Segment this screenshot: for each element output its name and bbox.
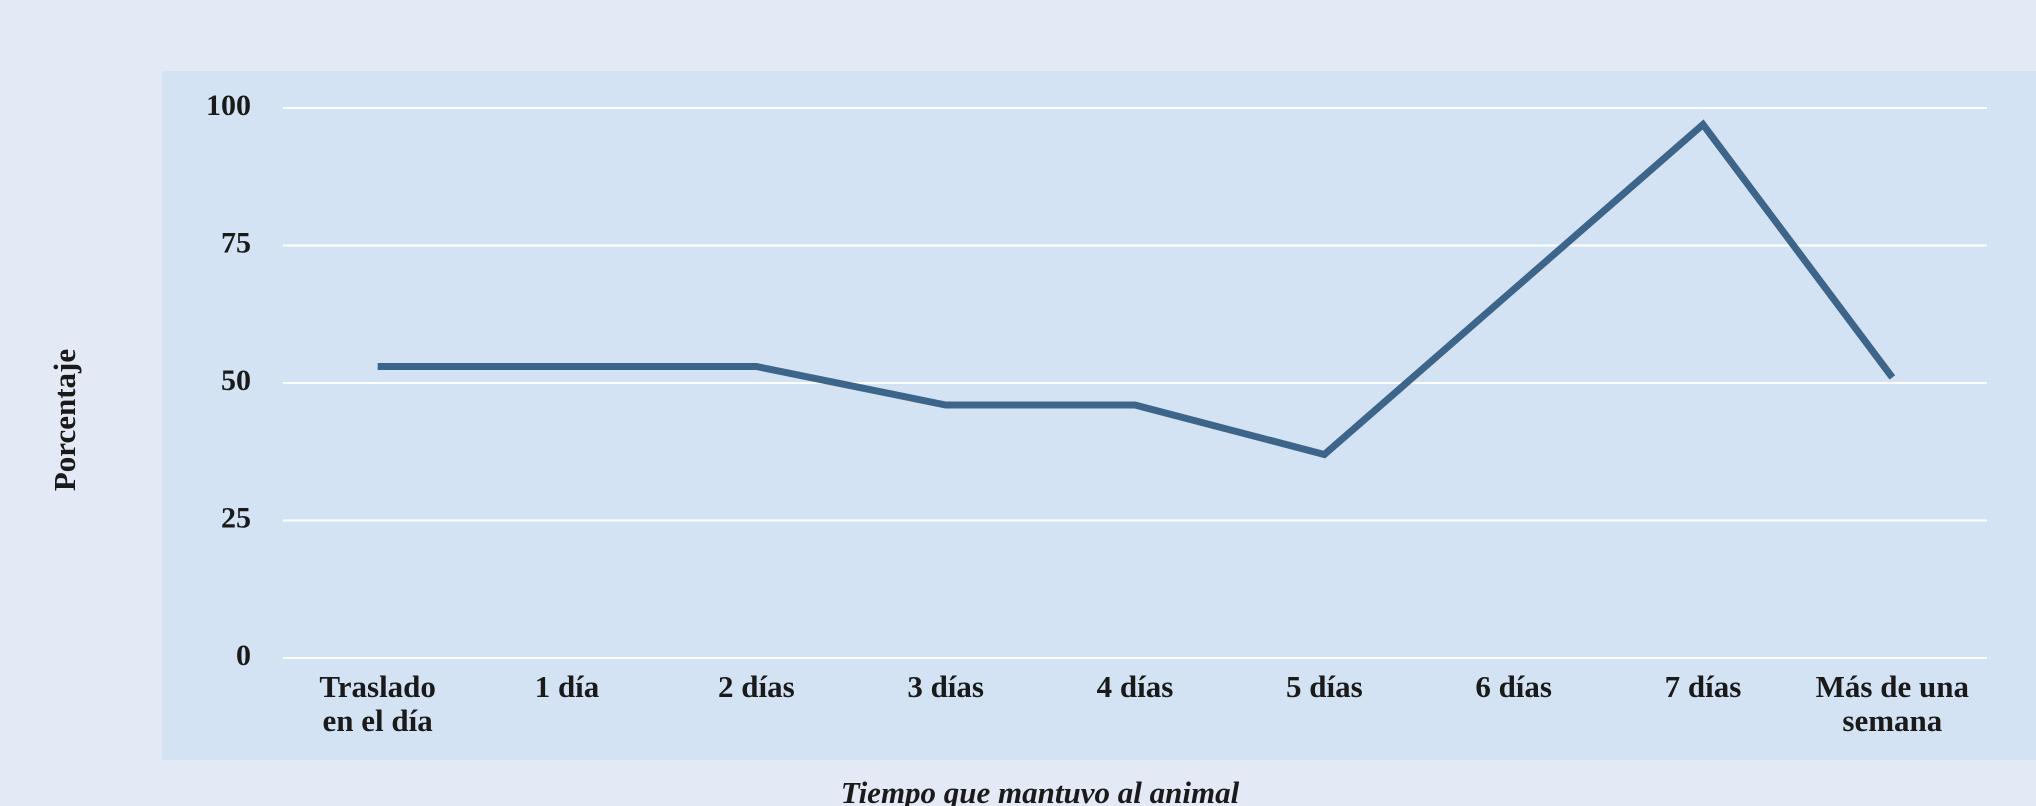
data-line — [377, 119, 1896, 459]
x-tick-label: 2 días — [717, 669, 795, 704]
y-tick-label: 0 — [236, 639, 251, 672]
plot-panel — [162, 71, 2036, 760]
x-tick-label: 3 días — [907, 669, 984, 704]
x-axis-title: Tiempo que mantuvo al animal — [841, 775, 1240, 806]
x-tick-label: 4 días — [1096, 669, 1174, 704]
y-tick-label: 50 — [221, 364, 251, 397]
x-tick-label: 5 días — [1285, 669, 1363, 704]
y-tick-label: 25 — [221, 501, 251, 534]
x-tick-label: 6 días — [1475, 669, 1552, 704]
x-tick-label: Más de una semana — [1815, 669, 1969, 738]
y-tick-label: 100 — [206, 89, 251, 122]
x-tick-label: Traslado en el día — [319, 669, 436, 738]
y-axis-title: Porcentaje — [47, 349, 82, 491]
x-tick-label: 7 días — [1664, 669, 1742, 704]
x-tick-label: 1 día — [534, 669, 600, 704]
y-tick-label: 75 — [221, 226, 251, 259]
